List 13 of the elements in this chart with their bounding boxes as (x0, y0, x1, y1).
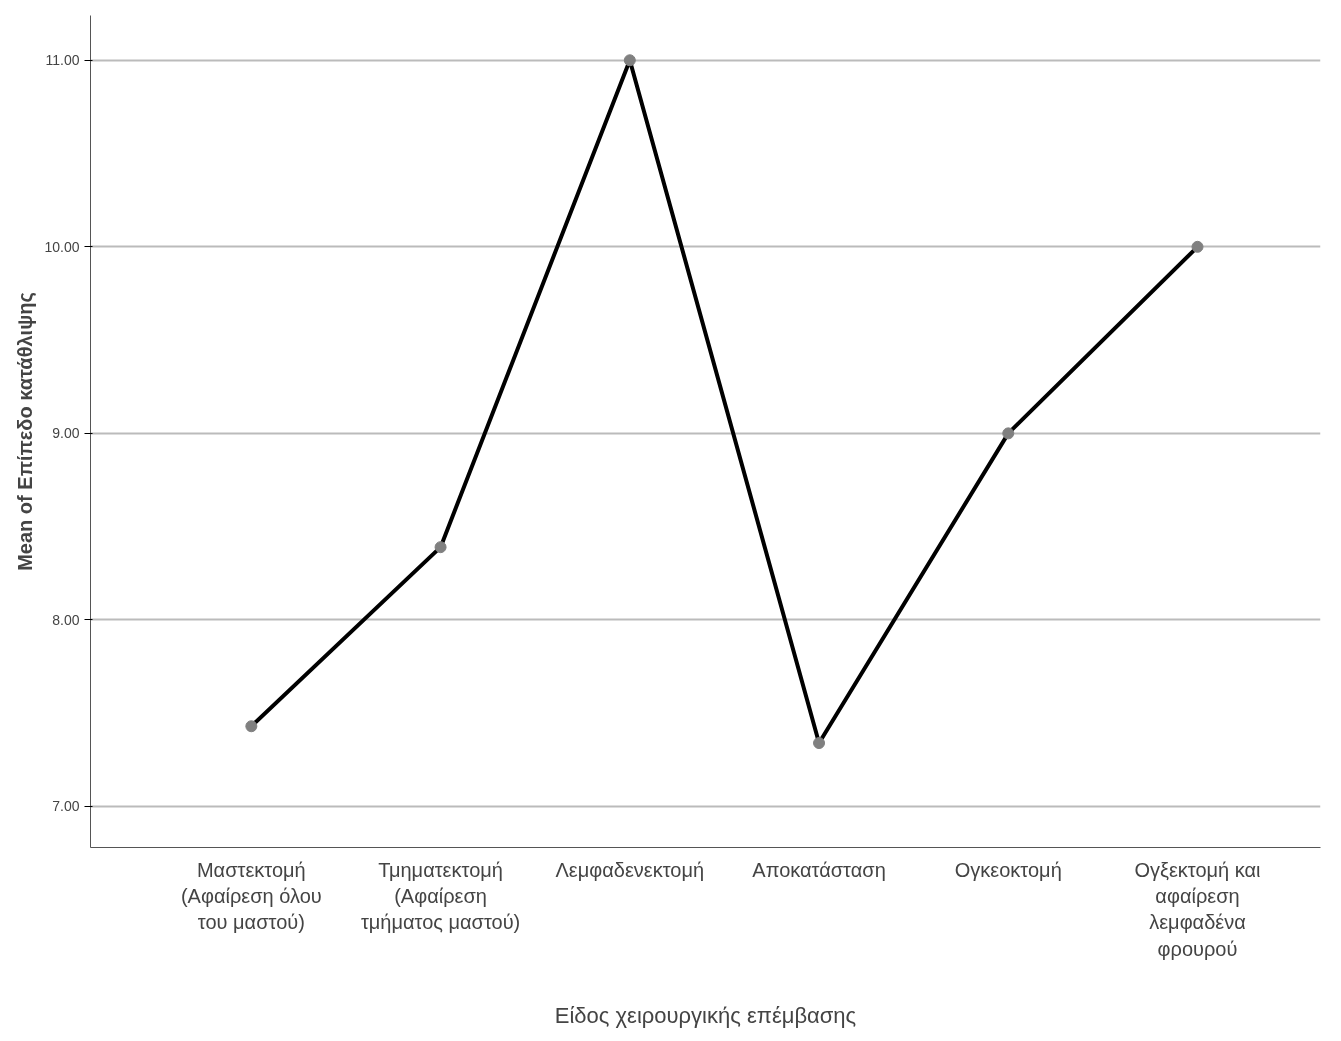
x-tick-label: Ογκεοκτομή (954, 858, 1062, 881)
y-tick-label: 9.00 (52, 425, 80, 442)
x-tick-label: Μαστεκτομή (Αφαίρεση όλου του μαστού) (180, 858, 322, 934)
y-tick-label: 8.00 (52, 611, 80, 628)
y-axis-title: Mean of Επίπεδο κατάθλιψης (14, 292, 37, 571)
x-tick-label: Τμηματεκτομή (Αφαίρεση τμήματος μαστού) (360, 858, 521, 934)
x-tick-label: Ογξεκτομή και αφαίρεση λεμφαδένα φρουρού (1134, 858, 1261, 960)
x-tick-label: Αποκατάσταση (752, 858, 886, 881)
y-tick-label: 7.00 (52, 798, 80, 815)
x-axis-title: Είδος χειρουργικής επέμβασης (554, 1002, 857, 1028)
x-tick-label: Λεμφαδενεκτομή (555, 858, 705, 881)
y-tick-label: 10.00 (44, 238, 80, 255)
y-tick-label: 11.00 (45, 52, 80, 69)
